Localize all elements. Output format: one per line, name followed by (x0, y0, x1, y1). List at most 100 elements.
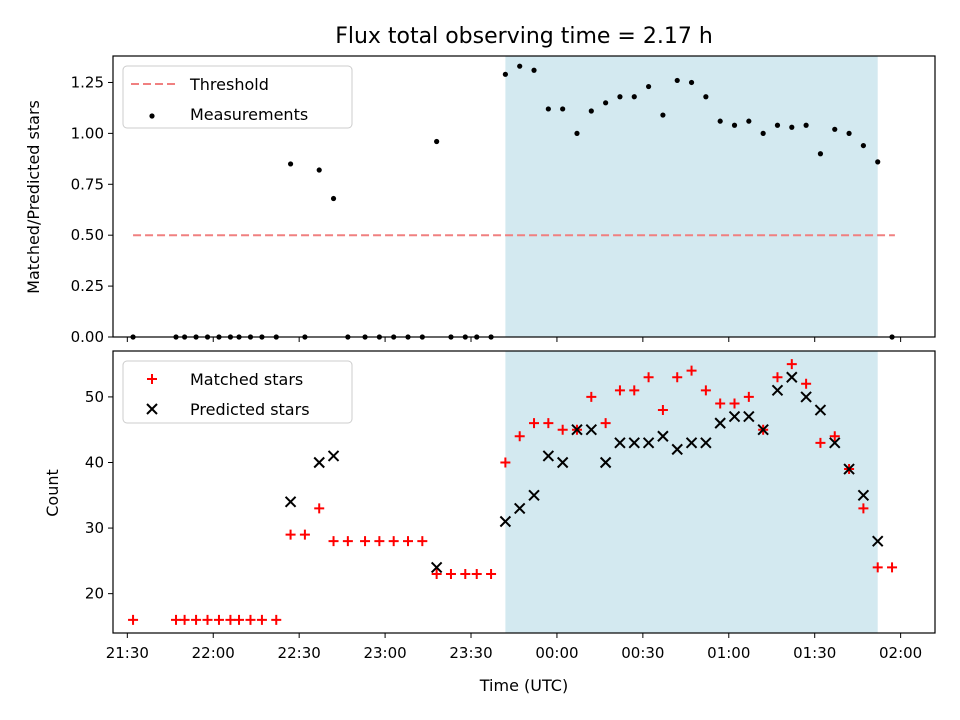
ratio-data-point (760, 130, 766, 136)
count-matched-point (431, 568, 442, 579)
ratio-y-tick-label: 1.25 (71, 73, 104, 91)
count-matched-point (445, 568, 456, 579)
ratio-legend: Threshold Measurements (122, 65, 353, 129)
ratio-data-point (746, 118, 752, 124)
count-matched-point (213, 614, 224, 625)
count-predicted-point (872, 535, 884, 547)
ratio-data-point (660, 112, 666, 118)
count-predicted-point (284, 496, 297, 508)
count-predicted-point (743, 410, 755, 423)
count-matched-point (801, 378, 812, 389)
ratio-data-point (789, 124, 795, 130)
ratio-legend-box (122, 65, 353, 129)
count-predicted-point (628, 437, 640, 449)
ratio-data-point (774, 122, 781, 128)
count-predicted-point (430, 561, 443, 574)
count-predicted-point (857, 489, 870, 501)
ratio-data-point (603, 100, 609, 106)
count-x-tick-label: 21:30 (106, 644, 149, 662)
count-predicted-point (800, 391, 812, 403)
ratio-data-point (434, 138, 440, 145)
count-matched-point (643, 372, 654, 383)
count-matched-point (328, 536, 339, 547)
ratio-y-tick-label: 1.00 (71, 124, 104, 142)
ratio-data-point (803, 122, 809, 128)
count-predicted-point (728, 410, 741, 423)
count-matched-point (586, 391, 597, 402)
ratio-data-point (717, 118, 723, 124)
ratio-data-point (817, 151, 824, 157)
count-matched-point (600, 418, 611, 429)
count-predicted-point (757, 423, 769, 436)
count-matched-point (887, 562, 898, 573)
count-predicted-point (614, 437, 626, 449)
ratio-y-tick-label: 0.00 (71, 328, 104, 346)
count-matched-point (256, 614, 267, 625)
count-matched-point (417, 536, 428, 547)
count-matched-point (786, 359, 797, 370)
count-predicted-point (786, 371, 798, 383)
count-x-tick-label: 22:30 (278, 644, 321, 662)
count-matched-point (858, 503, 869, 514)
count-matched-point (128, 614, 139, 625)
count-matched-point (314, 503, 325, 514)
ratio-data-point (875, 159, 881, 165)
x-axis-label: Time (UTC) (479, 676, 568, 695)
ratio-data-point (674, 77, 680, 84)
count-matched-point (225, 614, 236, 625)
ratio-legend-label: Measurements (190, 105, 308, 124)
count-predicted-point (843, 463, 855, 475)
count-predicted-point (499, 515, 512, 528)
count-predicted-point (700, 437, 712, 449)
count-matched-point (234, 614, 245, 625)
count-x-tick-label: 23:30 (449, 644, 492, 662)
ratio-data-point (502, 71, 508, 77)
ratio-data-point (703, 94, 709, 100)
count-predicted-point (771, 384, 784, 397)
ratio-data-point (617, 94, 623, 100)
count-panel: 20 30 40 50 21:30 22:00 22:30 23:00 23:30 00:00 00… (85, 350, 936, 662)
count-predicted-point (513, 502, 526, 515)
count-matched-point (686, 365, 697, 376)
count-matched-point (529, 418, 540, 429)
count-matched-point (614, 385, 625, 396)
ratio-data-point (645, 83, 652, 90)
ratio-shaded-region (505, 56, 878, 337)
count-matched-point (500, 457, 511, 468)
top-y-axis-label: Matched/Predicted stars (24, 100, 43, 294)
count-x-tick-label: 23:00 (363, 644, 406, 662)
count-predicted-point (313, 456, 325, 469)
count-matched-point (872, 562, 883, 573)
count-matched-point (514, 431, 525, 442)
count-matched-point (271, 614, 282, 625)
count-predicted-point (814, 404, 827, 416)
count-predicted-point (671, 443, 683, 456)
count-matched-point (743, 391, 754, 402)
count-matched-point (299, 529, 310, 540)
ratio-data-point (731, 122, 738, 128)
count-predicted-point (585, 423, 598, 436)
count-matched-point (471, 568, 482, 579)
ratio-data-point (287, 161, 294, 167)
ratio-data-point (631, 94, 637, 100)
count-predicted-point (657, 430, 669, 442)
count-legend-box (122, 360, 353, 424)
count-matched-point (715, 398, 726, 409)
chart-title: Flux total observing time = 2.17 h (335, 24, 713, 49)
count-x-tick-label: 00:30 (621, 644, 664, 662)
count-matched-point (815, 437, 826, 448)
count-axes-frame (112, 350, 936, 634)
count-x-tick-label: 00:00 (535, 644, 578, 662)
count-matched-point (403, 536, 414, 547)
count-x-tick-label: 01:00 (707, 644, 750, 662)
count-matched-point (772, 372, 783, 383)
ratio-data-point (574, 130, 580, 136)
count-matched-point (829, 431, 840, 442)
count-legend-x-swatch (146, 403, 158, 415)
count-matched-point (374, 536, 385, 547)
count-matched-point (342, 536, 353, 547)
ratio-data-point (330, 195, 337, 202)
ratio-y-tick-label: 0.50 (71, 226, 104, 244)
count-matched-point (245, 614, 256, 625)
